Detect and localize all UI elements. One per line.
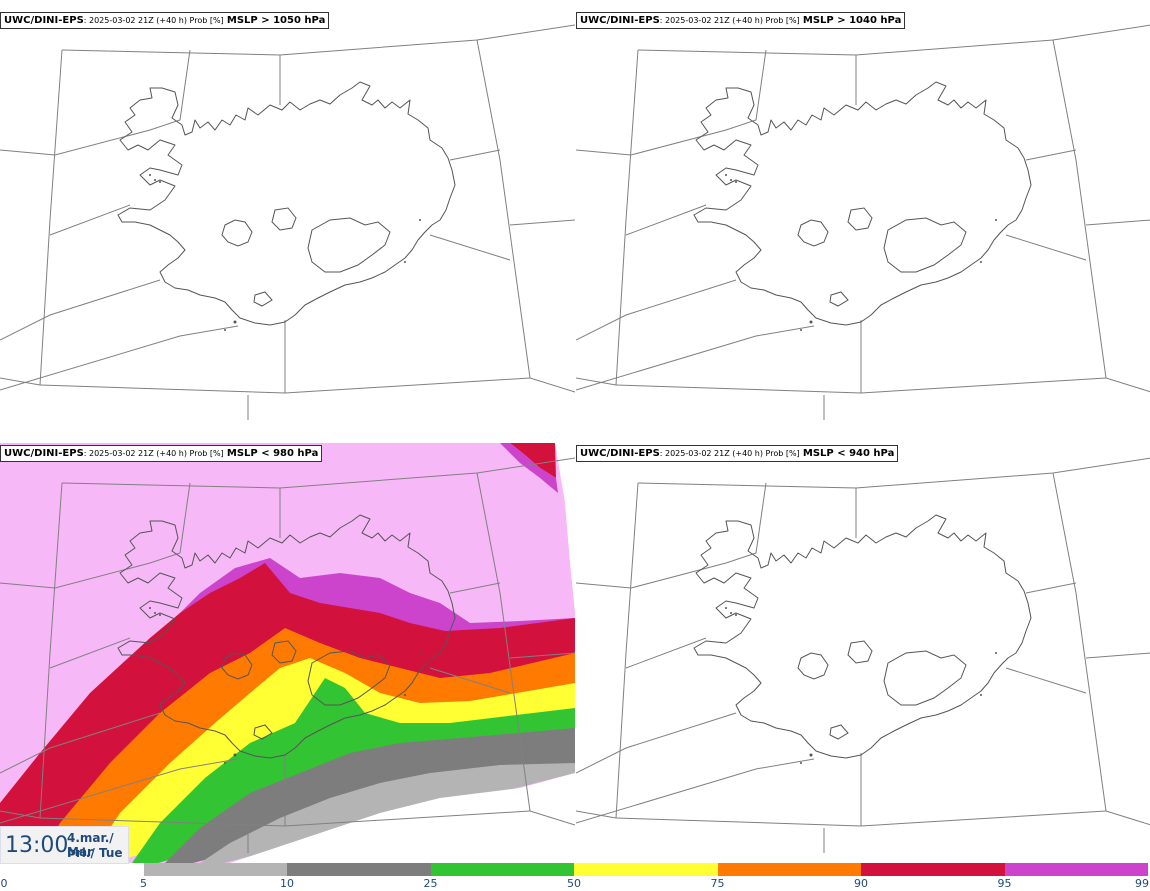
model-name: UWC/DINI-EPS bbox=[580, 15, 660, 26]
run-info: : 2025-03-02 21Z (+40 h) Prob [%] bbox=[83, 449, 224, 458]
valid-weekday: Þri./ Tue bbox=[67, 846, 123, 860]
legend-color-segment bbox=[287, 863, 431, 876]
legend-tick-label: 5 bbox=[140, 877, 147, 890]
map-canvas bbox=[0, 24, 575, 421]
panel-title: UWC/DINI-EPS: 2025-03-02 21Z (+40 h) Pro… bbox=[0, 445, 323, 462]
legend-color-segment bbox=[861, 863, 1005, 876]
model-name: UWC/DINI-EPS bbox=[580, 448, 660, 459]
panel-title: UWC/DINI-EPS: 2025-03-02 21Z (+40 h) Pro… bbox=[576, 445, 899, 462]
legend-tick-label: 90 bbox=[854, 877, 868, 890]
legend-color-segment bbox=[0, 863, 144, 876]
threshold-label: MSLP < 980 hPa bbox=[226, 448, 319, 459]
run-info: : 2025-03-02 21Z (+40 h) Prob [%] bbox=[659, 449, 800, 458]
map-panel-mslp-lt-980: UWC/DINI-EPS: 2025-03-02 21Z (+40 h) Pro… bbox=[0, 443, 575, 873]
legend-tick-label: 50 bbox=[567, 877, 581, 890]
valid-time-box: 13:00 4.mar./ Mar Þri./ Tue bbox=[0, 826, 129, 864]
valid-hour: 13:00 bbox=[5, 833, 69, 858]
legend-color-segment bbox=[1004, 863, 1148, 876]
model-name: UWC/DINI-EPS bbox=[4, 448, 84, 459]
map-panel-mslp-lt-940: UWC/DINI-EPS: 2025-03-02 21Z (+40 h) Pro… bbox=[576, 443, 1150, 873]
probability-legend: 0 5 10 25 50 75 90 95 99 bbox=[0, 862, 1150, 891]
panel-title: UWC/DINI-EPS: 2025-03-02 21Z (+40 h) Pro… bbox=[576, 12, 906, 29]
map-panel-mslp-gt-1050: UWC/DINI-EPS: 2025-03-02 21Z (+40 h) Pro… bbox=[0, 10, 575, 440]
legend-tick-label: 95 bbox=[997, 877, 1012, 890]
legend-tick-label: 10 bbox=[280, 877, 294, 890]
legend-tick-label: 25 bbox=[423, 877, 438, 890]
panel-title: UWC/DINI-EPS: 2025-03-02 21Z (+40 h) Pro… bbox=[0, 12, 330, 29]
run-info: : 2025-03-02 21Z (+40 h) Prob [%] bbox=[659, 16, 800, 25]
legend-color-segment bbox=[143, 863, 287, 876]
threshold-label: MSLP > 1040 hPa bbox=[802, 15, 902, 26]
probability-fill bbox=[0, 443, 575, 873]
map-canvas bbox=[576, 457, 1150, 854]
legend-tick-label: 75 bbox=[710, 877, 725, 890]
model-name: UWC/DINI-EPS bbox=[4, 15, 84, 26]
threshold-label: MSLP < 940 hPa bbox=[802, 448, 895, 459]
map-canvas bbox=[576, 24, 1150, 421]
threshold-label: MSLP > 1050 hPa bbox=[226, 15, 326, 26]
map-canvas bbox=[0, 443, 575, 873]
run-info: : 2025-03-02 21Z (+40 h) Prob [%] bbox=[83, 16, 224, 25]
valid-date: 4.mar./ Mar bbox=[67, 831, 114, 859]
legend-color-segment bbox=[717, 863, 861, 876]
legend-color-segment bbox=[574, 863, 718, 876]
map-panel-mslp-gt-1040: UWC/DINI-EPS: 2025-03-02 21Z (+40 h) Pro… bbox=[576, 10, 1150, 440]
legend-tick-label: 99 bbox=[1135, 877, 1149, 890]
legend-color-segment bbox=[430, 863, 574, 876]
legend-tick-label: 0 bbox=[0, 877, 8, 890]
